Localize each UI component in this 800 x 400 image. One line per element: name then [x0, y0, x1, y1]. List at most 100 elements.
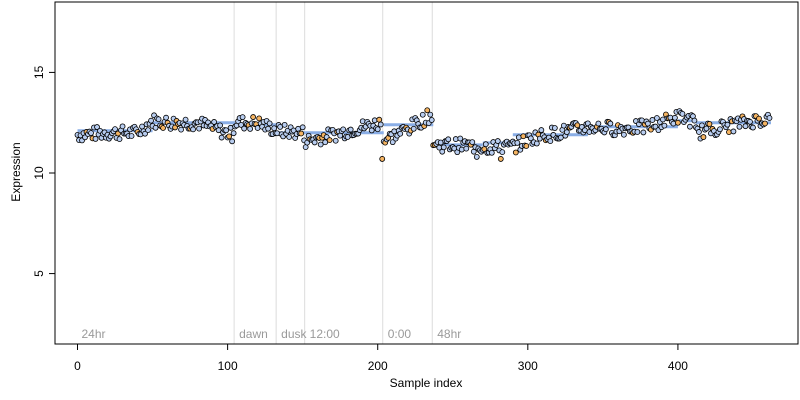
x-axis-title: Sample index: [390, 376, 463, 390]
data-point: [88, 130, 94, 136]
data-point: [428, 117, 435, 123]
data-point: [497, 156, 504, 162]
plot-border: [54, 1, 799, 345]
data-point: [724, 121, 731, 128]
data-point: [696, 129, 702, 135]
data-point: [239, 114, 246, 121]
data-point: [326, 137, 333, 144]
data-point: [766, 115, 773, 121]
y-tick-label: 15: [32, 65, 46, 79]
data-point: [281, 121, 288, 128]
data-point: [410, 125, 417, 132]
data-point: [256, 115, 263, 122]
data-point: [523, 143, 530, 149]
plot-area: [233, 2, 433, 344]
data-point: [687, 123, 693, 130]
data-point: [512, 149, 519, 156]
data-point: [299, 124, 306, 131]
data-point: [119, 123, 126, 130]
data-point: [376, 116, 383, 123]
data-point: [379, 156, 386, 162]
data-point: [142, 130, 148, 137]
data-point: [250, 114, 257, 120]
data-point: [128, 133, 135, 139]
data-point: [182, 116, 189, 123]
data-point: [152, 124, 159, 131]
data-point: [298, 130, 305, 137]
data-point: [756, 115, 762, 122]
data-point: [230, 130, 237, 137]
x-tick-label: 0: [74, 359, 81, 373]
data-point: [112, 126, 118, 133]
data-point: [691, 117, 698, 124]
data-point: [229, 138, 236, 145]
data-points: [74, 107, 773, 162]
data-point: [675, 119, 681, 126]
x-tick-label: 200: [368, 359, 388, 373]
data-point: [92, 136, 99, 142]
data-point: [241, 125, 248, 132]
y-tick-label: 5: [32, 270, 46, 277]
data-point: [742, 123, 749, 130]
data-point: [116, 136, 123, 143]
data-point: [469, 139, 476, 145]
data-point: [700, 134, 707, 140]
data-point: [703, 125, 710, 132]
data-point: [226, 133, 233, 140]
data-point: [145, 127, 151, 133]
data-point: [286, 134, 293, 140]
data-point: [634, 129, 641, 135]
region-label: dusk: [281, 327, 307, 341]
data-point: [311, 139, 318, 146]
data-point: [340, 126, 347, 133]
data-point: [160, 125, 166, 131]
data-point: [538, 127, 545, 133]
data-point: [640, 129, 647, 136]
data-point: [762, 120, 768, 127]
data-point: [750, 124, 756, 131]
x-tick-label: 400: [668, 359, 688, 373]
data-point: [374, 126, 381, 133]
data-point: [347, 126, 354, 133]
data-point: [699, 122, 705, 129]
data-point: [163, 114, 169, 121]
data-point: [482, 141, 489, 148]
data-point: [271, 125, 278, 132]
data-point: [445, 136, 452, 143]
data-point: [155, 116, 162, 123]
data-point: [730, 128, 737, 135]
data-point: [679, 110, 686, 117]
data-point: [218, 134, 225, 141]
data-point: [424, 107, 431, 114]
data-point: [672, 114, 678, 121]
data-point: [499, 149, 506, 156]
data-point: [247, 125, 254, 132]
data-point: [654, 115, 660, 121]
data-point: [644, 120, 651, 127]
data-point: [440, 144, 447, 151]
data-point: [533, 140, 540, 147]
axes: 0 100 200 300 400 5 10 15: [32, 1, 799, 373]
data-point: [595, 120, 602, 127]
data-point: [547, 138, 554, 144]
data-point: [551, 125, 558, 131]
data-point: [196, 125, 202, 132]
data-point: [94, 124, 100, 130]
data-point: [736, 123, 743, 130]
data-point: [602, 126, 609, 133]
data-point: [217, 122, 224, 129]
data-point: [473, 154, 480, 160]
data-point: [377, 121, 384, 128]
data-point: [457, 135, 464, 142]
data-point: [717, 126, 723, 133]
data-point: [211, 119, 218, 125]
data-point: [190, 126, 196, 133]
data-point: [620, 131, 627, 138]
data-point: [322, 139, 329, 146]
data-point: [332, 137, 339, 144]
region-label: 0:00: [388, 327, 412, 341]
region-labels: 24hr dawn dusk 12:00 0:00 48hr: [82, 327, 462, 341]
data-point: [527, 135, 534, 142]
x-tick-label: 100: [218, 359, 238, 373]
